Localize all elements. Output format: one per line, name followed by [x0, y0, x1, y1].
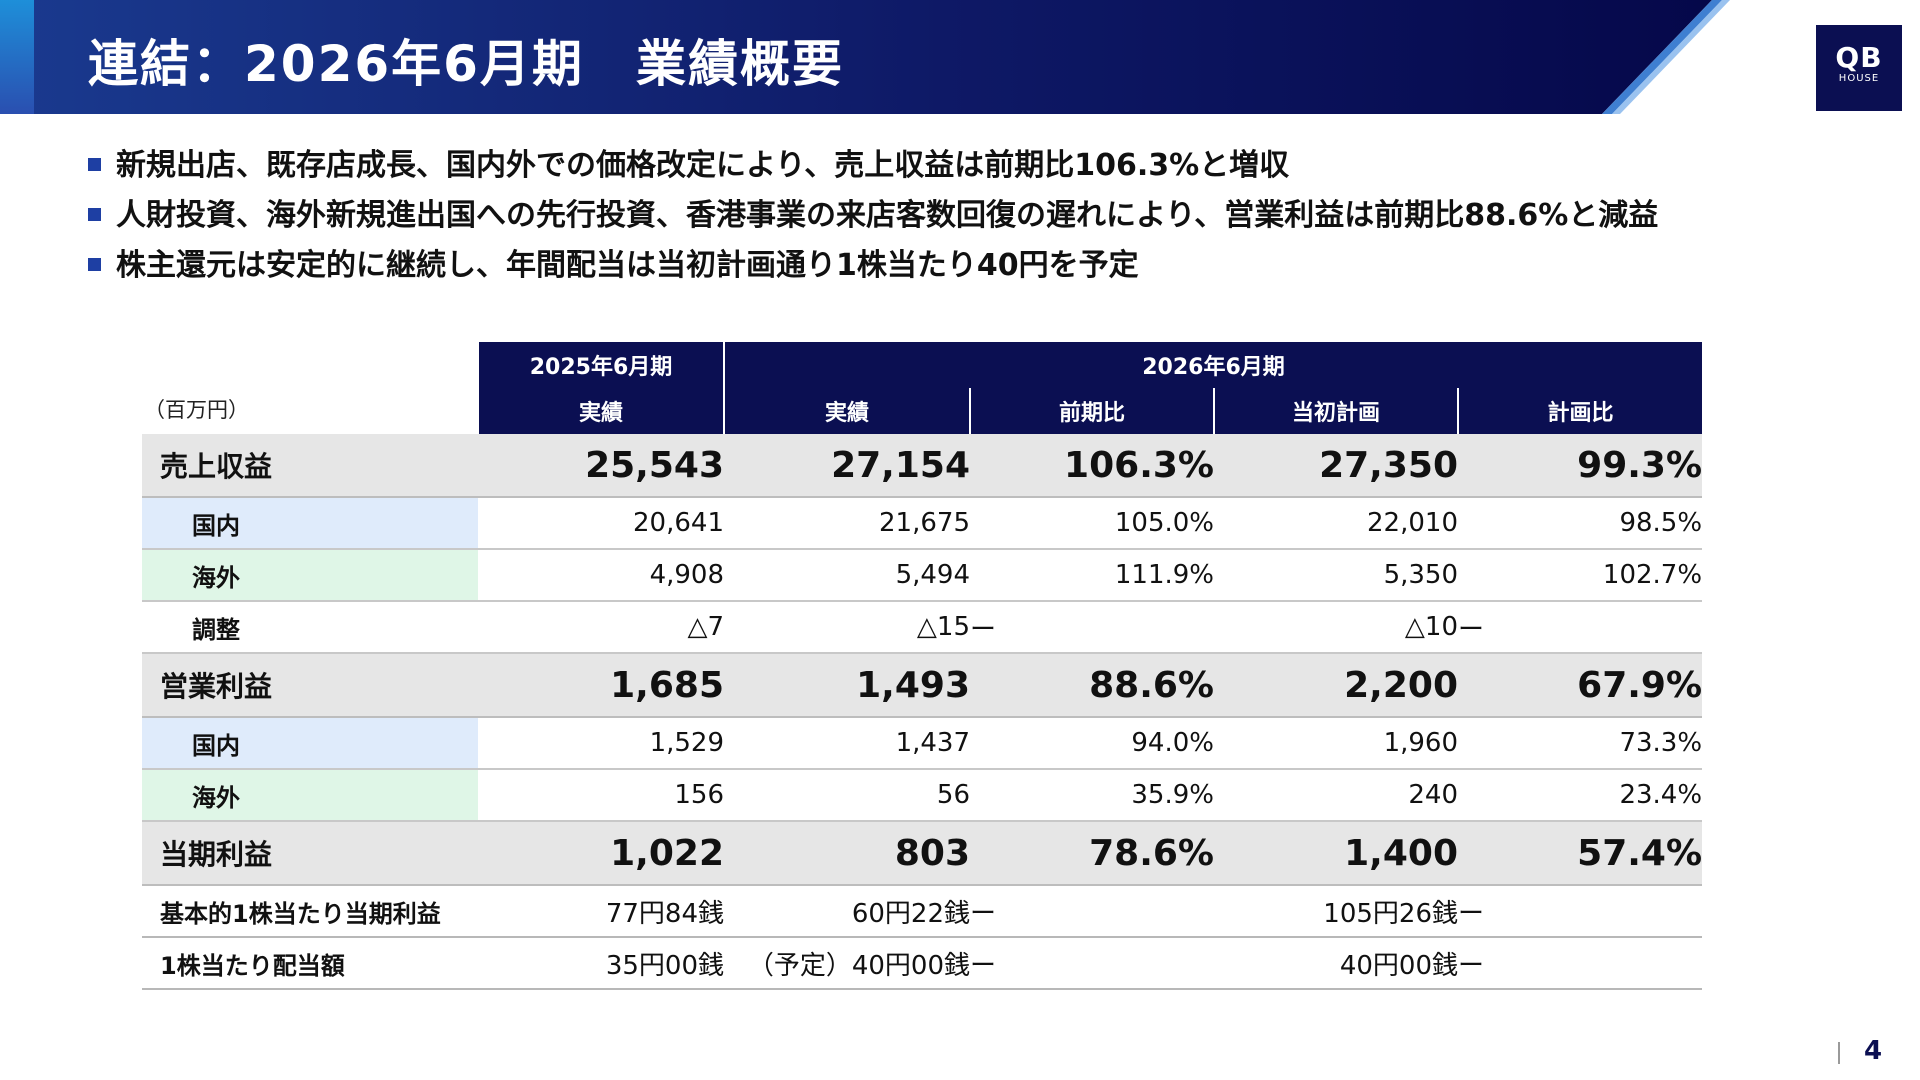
- cell-value: 803: [724, 821, 970, 886]
- cell-value: 27,350: [1214, 434, 1458, 498]
- table-row-adjustment: 調整 △7 △15 ー △10 ー: [142, 601, 1703, 654]
- cell-value: 1,400: [1214, 821, 1458, 886]
- bullet-text: 人財投資、海外新規進出国への先行投資、香港事業の来店客数回復の遅れにより、営業利…: [116, 198, 1659, 233]
- title-banner: 連結：2026年6月期 業績概要: [0, 0, 1920, 114]
- cell-value: 27,154: [724, 434, 970, 498]
- cell-value: 1,685: [478, 653, 724, 718]
- page-title: 連結：2026年6月期 業績概要: [88, 35, 844, 93]
- column-header-vs-plan: 計画比: [1456, 388, 1703, 434]
- row-label: 海外: [142, 769, 478, 822]
- cell-value: 105.0%: [970, 497, 1214, 550]
- column-header-yoy: 前期比: [969, 388, 1214, 434]
- cell-value: 1,960: [1214, 717, 1458, 770]
- cell-value: 106.3%: [970, 434, 1214, 498]
- period-header-2025: 2025年6月期: [477, 342, 724, 388]
- cell-value: 25,543: [478, 434, 724, 498]
- cell-value: 40円00銭: [1214, 937, 1458, 990]
- cell-value: 111.9%: [970, 549, 1214, 602]
- table-row-op-domestic: 国内 1,529 1,437 94.0% 1,960 73.3%: [142, 717, 1703, 770]
- cell-value: 35円00銭: [478, 937, 724, 990]
- cell-value: ー: [970, 601, 1214, 654]
- qb-house-logo: QB HOUSE: [1816, 25, 1902, 111]
- row-label: 営業利益: [142, 653, 478, 718]
- bullet-text: 新規出店、既存店成長、国内外での価格改定により、売上収益は前期比106.3%と増…: [116, 148, 1290, 183]
- cell-value: 102.7%: [1458, 549, 1703, 602]
- cell-value: △7: [478, 601, 724, 654]
- row-label: 海外: [142, 549, 478, 602]
- cell-value: ー: [1458, 885, 1703, 938]
- cell-value: 57.4%: [1458, 821, 1703, 886]
- cell-value: ー: [970, 885, 1214, 938]
- table-row-net-profit: 当期利益 1,022 803 78.6% 1,400 57.4%: [142, 821, 1703, 886]
- table-row-revenue-overseas: 海外 4,908 5,494 111.9% 5,350 102.7%: [142, 549, 1703, 602]
- banner-background: [0, 0, 1730, 114]
- bullet-text: 株主還元は安定的に継続し、年間配当は当初計画通り1株当たり40円を予定: [116, 248, 1139, 283]
- financial-summary-table: 2025年6月期 2026年6月期 実績 実績 前期比 当初計画 計画比 売上収…: [142, 342, 1703, 990]
- row-label: 国内: [142, 497, 478, 550]
- cell-value: 23.4%: [1458, 769, 1703, 822]
- cell-value: 67.9%: [1458, 653, 1703, 718]
- cell-value: △15: [724, 601, 970, 654]
- cell-value: 20,641: [478, 497, 724, 550]
- cell-value: 156: [478, 769, 724, 822]
- row-label: 1株当たり配当額: [142, 937, 478, 990]
- cell-value: 94.0%: [970, 717, 1214, 770]
- row-label: 当期利益: [142, 821, 478, 886]
- logo-mark: QB: [1835, 41, 1883, 74]
- cell-value: 5,494: [724, 549, 970, 602]
- row-label: 売上収益: [142, 434, 478, 498]
- cell-value: 22,010: [1214, 497, 1458, 550]
- cell-value: 77円84銭: [478, 885, 724, 938]
- period-header-row: 2025年6月期 2026年6月期: [142, 342, 1703, 388]
- header-spacer: [142, 388, 478, 434]
- table-row-operating-profit: 営業利益 1,685 1,493 88.6% 2,200 67.9%: [142, 653, 1703, 718]
- column-header-actual: 実績: [723, 388, 970, 434]
- cell-value: 99.3%: [1458, 434, 1703, 498]
- cell-value: 21,675: [724, 497, 970, 550]
- cell-value: ー: [1458, 937, 1703, 990]
- cell-value: ー: [1458, 601, 1703, 654]
- cell-value: 1,437: [724, 717, 970, 770]
- square-bullet-icon: [88, 258, 101, 271]
- cell-value: △10: [1214, 601, 1458, 654]
- cell-value: 2,200: [1214, 653, 1458, 718]
- cell-value: 35.9%: [970, 769, 1214, 822]
- square-bullet-icon: [88, 158, 101, 171]
- column-header-prev-actual: 実績: [477, 388, 724, 434]
- cell-value: 88.6%: [970, 653, 1214, 718]
- cell-value: 60円22銭: [724, 885, 970, 938]
- column-header-plan: 当初計画: [1213, 388, 1458, 434]
- page-divider: [1838, 1042, 1840, 1064]
- logo-subtext: HOUSE: [1838, 73, 1880, 84]
- header-spacer: [142, 342, 478, 388]
- table-row-revenue: 売上収益 25,543 27,154 106.3% 27,350 99.3%: [142, 434, 1703, 498]
- cell-value: 98.5%: [1458, 497, 1703, 550]
- cell-value: 240: [1214, 769, 1458, 822]
- cell-value: （予定）40円00銭: [724, 937, 970, 990]
- cell-value: 105円26銭: [1214, 885, 1458, 938]
- cell-value: 1,022: [478, 821, 724, 886]
- table-row-revenue-domestic: 国内 20,641 21,675 105.0% 22,010 98.5%: [142, 497, 1703, 550]
- table-row-dividend: 1株当たり配当額 35円00銭 （予定）40円00銭 ー 40円00銭 ー: [142, 937, 1703, 990]
- row-label: 国内: [142, 717, 478, 770]
- cell-value: ー: [970, 937, 1214, 990]
- table-row-eps: 基本的1株当たり当期利益 77円84銭 60円22銭 ー 105円26銭 ー: [142, 885, 1703, 938]
- cell-value: 1,529: [478, 717, 724, 770]
- cell-value: 56: [724, 769, 970, 822]
- column-header-row: 実績 実績 前期比 当初計画 計画比: [142, 388, 1703, 434]
- cell-value: 73.3%: [1458, 717, 1703, 770]
- row-label: 調整: [142, 601, 478, 654]
- cell-value: 5,350: [1214, 549, 1458, 602]
- page-number: 4: [1864, 1036, 1883, 1066]
- period-header-2026: 2026年6月期: [722, 342, 1703, 388]
- square-bullet-icon: [88, 208, 101, 221]
- cell-value: 4,908: [478, 549, 724, 602]
- cell-value: 78.6%: [970, 821, 1214, 886]
- row-label: 基本的1株当たり当期利益: [142, 885, 478, 938]
- table-row-op-overseas: 海外 156 56 35.9% 240 23.4%: [142, 769, 1703, 822]
- cell-value: 1,493: [724, 653, 970, 718]
- unit-label: （百万円）: [144, 398, 249, 422]
